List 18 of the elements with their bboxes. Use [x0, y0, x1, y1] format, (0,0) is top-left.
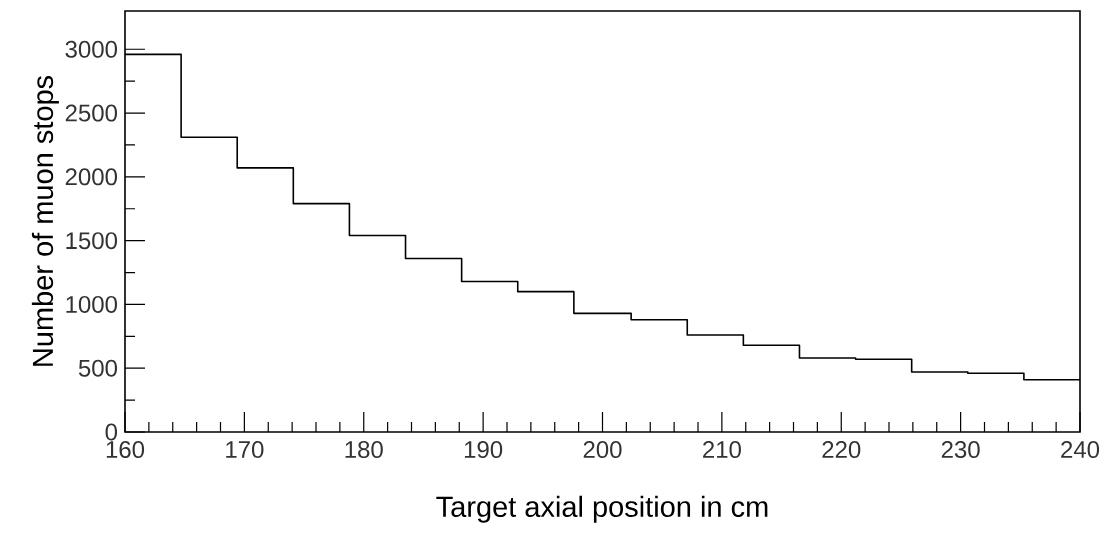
x-tick-label: 230 [941, 441, 980, 459]
y-tick-label: 1000 [66, 295, 118, 313]
y-tick-label: 500 [78, 359, 118, 377]
x-tick-label: 160 [106, 441, 145, 459]
x-axis-title: Target axial position in cm [436, 495, 768, 523]
y-tick-label: 2500 [65, 104, 118, 122]
x-tick-label: 240 [1061, 441, 1100, 459]
y-tick-label: 0 [105, 423, 118, 441]
x-tick-label: 190 [464, 441, 503, 459]
x-tick-label: 220 [822, 441, 861, 459]
x-tick-label: 210 [703, 441, 741, 459]
y-tick-label: 1500 [66, 232, 118, 250]
x-tick-label: 200 [583, 441, 622, 459]
y-tick-label: 2000 [65, 168, 118, 186]
x-tick-label: 170 [226, 441, 264, 459]
x-tick-label: 180 [345, 441, 383, 459]
y-tick-label: 3000 [65, 40, 118, 58]
y-axis-title: Number of muon stops [31, 75, 59, 366]
